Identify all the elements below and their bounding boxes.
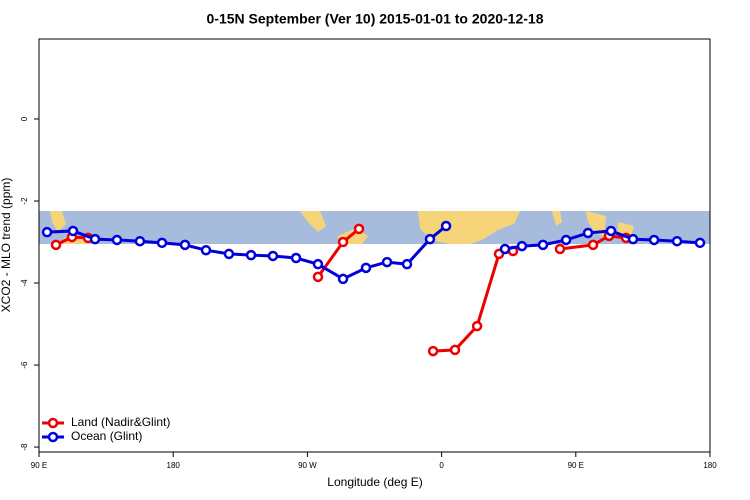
point xyxy=(554,243,566,255)
point xyxy=(290,252,302,264)
point xyxy=(671,235,683,247)
point xyxy=(627,233,639,245)
y-axis-label: XCO2 - MLO trend (ppm) xyxy=(0,178,13,313)
point xyxy=(587,239,599,251)
point xyxy=(560,234,572,246)
point xyxy=(381,256,393,268)
point xyxy=(156,237,168,249)
point xyxy=(223,248,235,260)
point xyxy=(605,225,617,237)
point xyxy=(582,227,594,239)
legend-marker xyxy=(47,431,59,443)
point xyxy=(111,234,123,246)
point xyxy=(245,249,257,261)
y-tick-label: -6 xyxy=(20,361,29,369)
point xyxy=(360,262,372,274)
y-tick-label: -4 xyxy=(20,279,29,287)
x-tick-label: 90 W xyxy=(298,461,317,470)
point xyxy=(337,273,349,285)
point xyxy=(427,345,439,357)
x-tick-label: 90 E xyxy=(31,461,47,470)
point xyxy=(694,237,706,249)
point xyxy=(50,239,62,251)
point xyxy=(516,240,528,252)
point xyxy=(424,233,436,245)
x-axis-label: Longitude (deg E) xyxy=(327,475,422,489)
point xyxy=(353,223,365,235)
x-tick-label: 0 xyxy=(439,461,444,470)
point xyxy=(67,225,79,237)
chart-title: 0-15N September (Ver 10) 2015-01-01 to 2… xyxy=(207,11,544,27)
x-tick-label: 180 xyxy=(703,461,717,470)
point xyxy=(89,233,101,245)
point xyxy=(337,236,349,248)
legend-label: Ocean (Glint) xyxy=(71,429,142,443)
point xyxy=(537,239,549,251)
point xyxy=(267,250,279,262)
x-tick-label: 90 E xyxy=(568,461,584,470)
y-tick-label: -2 xyxy=(20,197,29,205)
point xyxy=(499,243,511,255)
point xyxy=(648,234,660,246)
x-tick-label: 180 xyxy=(167,461,181,470)
point xyxy=(312,271,324,283)
point xyxy=(401,258,413,270)
point xyxy=(449,344,461,356)
point xyxy=(134,235,146,247)
legend-marker xyxy=(47,417,59,429)
point xyxy=(440,220,452,232)
point xyxy=(312,258,324,270)
y-tick-label: -8 xyxy=(20,443,29,451)
point xyxy=(471,320,483,332)
point xyxy=(200,244,212,256)
point xyxy=(41,226,53,238)
y-tick-label: 0 xyxy=(20,116,29,121)
point xyxy=(179,239,191,251)
legend-label: Land (Nadir&Glint) xyxy=(71,415,170,429)
plot-frame xyxy=(38,38,711,453)
